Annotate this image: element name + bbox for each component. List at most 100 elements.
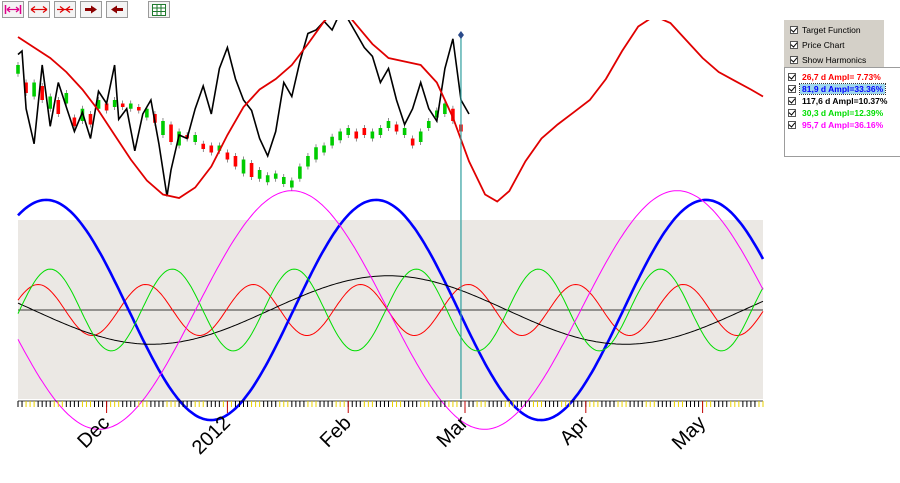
checkbox[interactable] <box>788 109 796 117</box>
candle-4 <box>40 86 44 100</box>
candle-37 <box>306 156 310 167</box>
option-show-harmonics[interactable]: Show Harmonics <box>790 53 866 67</box>
month-label-2: 2012 <box>188 412 235 459</box>
compress-button[interactable] <box>54 1 76 18</box>
harmonic-item-4[interactable]: 30,3 d Ampl=12.39% <box>788 107 885 119</box>
cursor-handle-icon[interactable] <box>457 31 464 39</box>
harmonic-label: 26,7 d Ampl= 7.73% <box>802 72 881 82</box>
red-arrows-inward-icon <box>57 6 73 13</box>
harmonic-label: 117,6 d Ampl=10.37% <box>802 96 888 106</box>
candle-48 <box>394 124 399 132</box>
month-label-1: Dec <box>73 412 114 453</box>
option-label: Target Function <box>802 25 861 35</box>
candle-41 <box>338 131 342 141</box>
pink-double-arrow-bars-icon <box>4 5 22 14</box>
candle-29 <box>241 159 246 174</box>
legend-panel: Target Function Price Chart Show Harmoni… <box>784 20 900 483</box>
month-label-5: Apr <box>556 412 594 450</box>
candle-16 <box>137 107 141 111</box>
candle-2 <box>24 82 28 93</box>
candle-38 <box>314 147 318 160</box>
candle-52 <box>426 121 431 128</box>
checkbox[interactable] <box>790 56 798 64</box>
time-cursor[interactable] <box>457 31 464 399</box>
spreadsheet-icon <box>152 3 166 16</box>
candle-51 <box>418 131 423 142</box>
toolbar <box>0 0 900 20</box>
harmonic-wave-2 <box>17 198 765 422</box>
zoom-to-fit-button[interactable] <box>2 1 24 18</box>
candle-11 <box>96 100 101 109</box>
candle-40 <box>330 136 334 146</box>
candle-53 <box>435 110 439 118</box>
candle-55 <box>451 108 455 121</box>
candle-30 <box>249 163 254 177</box>
harmonic-label: 30,3 d Ampl=12.39% <box>802 108 884 118</box>
candle-12 <box>104 103 109 111</box>
harmonic-label: 95,7 d Ampl=36.16% <box>802 120 884 130</box>
candle-47 <box>386 121 391 128</box>
candle-49 <box>402 128 407 135</box>
candle-54 <box>443 103 447 114</box>
month-label-6: May <box>668 412 710 454</box>
option-label: Price Chart <box>802 40 845 50</box>
checkbox[interactable] <box>788 97 796 105</box>
candle-13 <box>112 100 117 107</box>
harmonic-item-2[interactable]: 81,9 d Ampl=33.36% <box>788 83 887 95</box>
checkbox[interactable] <box>790 41 798 49</box>
scroll-left-button[interactable] <box>106 1 128 18</box>
candle-20 <box>169 124 173 142</box>
candle-24 <box>201 143 206 149</box>
harmonic-lines <box>17 190 765 430</box>
option-price-chart[interactable]: Price Chart <box>790 38 845 52</box>
candle-43 <box>354 131 359 139</box>
candle-33 <box>273 173 278 179</box>
harmonic-wave-4 <box>17 268 764 352</box>
time-axis: Dec 2012 Feb Mar Apr May <box>17 400 764 459</box>
candle-39 <box>322 145 326 153</box>
expand-button[interactable] <box>28 1 50 18</box>
red-double-arrow-icon <box>30 6 48 13</box>
candle-27 <box>225 152 230 160</box>
harmonic-item-5[interactable]: 95,7 d Ampl=36.16% <box>788 119 885 131</box>
option-label: Show Harmonics <box>802 55 867 65</box>
candle-35 <box>290 180 294 188</box>
harmonics-list: 26,7 d Ampl= 7.73% 81,9 d Ampl=33.36% 11… <box>784 67 900 157</box>
month-label-3: Feb <box>316 412 356 452</box>
candle-25 <box>209 145 214 153</box>
candle-46 <box>378 128 383 135</box>
candle-6 <box>56 100 61 114</box>
candle-1 <box>16 65 20 74</box>
candle-8 <box>72 117 77 127</box>
candle-31 <box>257 170 262 179</box>
candle-15 <box>128 103 133 109</box>
candle-44 <box>362 128 367 135</box>
checkbox[interactable] <box>788 73 796 81</box>
candle-34 <box>281 177 286 184</box>
candle-28 <box>233 156 238 167</box>
candle-32 <box>265 175 270 183</box>
target-function-line <box>17 20 764 203</box>
option-target-function[interactable]: Target Function <box>790 23 861 37</box>
harmonic-item-3[interactable]: 117,6 d Ampl=10.37% <box>788 95 889 107</box>
candle-3 <box>32 82 36 97</box>
export-excel-button[interactable] <box>148 1 170 18</box>
candle-19 <box>161 121 165 135</box>
candle-7 <box>64 93 69 104</box>
candle-10 <box>88 114 93 125</box>
month-label-4: Mar <box>433 412 473 452</box>
harmonic-label: 81,9 d Ampl=33.36% <box>798 83 887 95</box>
checkbox[interactable] <box>790 26 798 34</box>
harmonic-wave-3 <box>17 275 764 345</box>
candle-36 <box>298 166 302 179</box>
checkbox[interactable] <box>788 85 796 93</box>
candle-42 <box>346 128 351 135</box>
harmonic-item-1[interactable]: 26,7 d Ampl= 7.73% <box>788 71 883 83</box>
candle-26 <box>217 145 222 151</box>
right-arrow-icon <box>85 5 97 14</box>
price-candles <box>16 62 463 191</box>
checkbox[interactable] <box>788 121 796 129</box>
scroll-right-button[interactable] <box>80 1 102 18</box>
candle-5 <box>48 96 53 109</box>
candle-23 <box>193 135 197 142</box>
